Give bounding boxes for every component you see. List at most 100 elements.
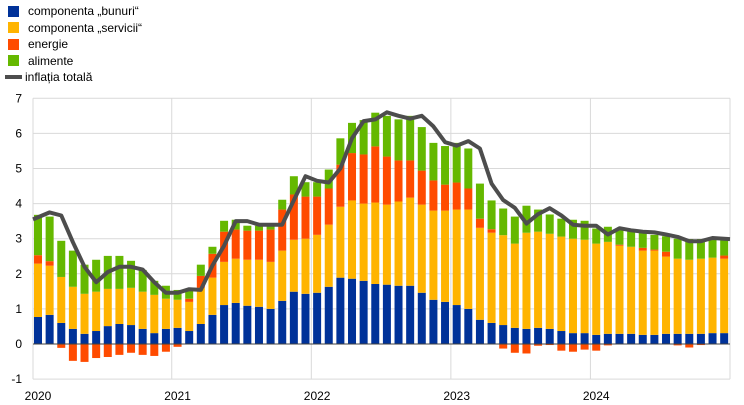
bar-segment	[336, 164, 345, 207]
bar-segment	[696, 344, 705, 346]
bar-segment	[68, 344, 77, 361]
bar-segment	[359, 203, 368, 281]
bar-segment	[487, 200, 496, 230]
legend-item: componenta „servicii“	[8, 20, 142, 37]
legend-color-swatch	[8, 22, 19, 34]
bar-segment	[522, 328, 531, 344]
bar-segment	[522, 344, 531, 354]
bar-segment	[417, 204, 426, 293]
bar-segment	[487, 322, 496, 344]
bar-segment	[720, 258, 729, 334]
bar-segment	[92, 291, 101, 332]
bar-segment	[475, 227, 484, 320]
bar-segment	[650, 334, 659, 344]
bar-segment	[650, 250, 659, 335]
bar-segment	[80, 293, 89, 334]
bar-segment	[673, 333, 682, 344]
bar-segment	[394, 201, 403, 286]
bar-segment	[57, 276, 66, 323]
bar-segment	[417, 127, 426, 171]
bar-segment	[92, 344, 101, 359]
bar-segment	[266, 308, 275, 344]
bar-segment	[208, 314, 217, 344]
bar-segment	[324, 188, 333, 225]
bar-segment	[127, 260, 136, 288]
bar-segment	[673, 344, 682, 346]
bar-segment	[208, 277, 217, 315]
bar-segment	[313, 182, 322, 197]
bar-segment	[627, 246, 636, 334]
bar-segment	[510, 243, 519, 328]
bar-segment	[45, 265, 54, 315]
bar-segment	[685, 239, 694, 260]
bar-segment	[68, 250, 77, 287]
bar-segment	[545, 214, 554, 234]
bar-segment	[557, 331, 566, 344]
bar-segment	[324, 286, 333, 344]
bar-segment	[534, 231, 543, 328]
bar-segment	[173, 289, 182, 300]
bar-segment	[429, 142, 438, 181]
y-tick-label: 4	[15, 197, 22, 211]
bar-segment	[57, 344, 66, 348]
bar-segment	[592, 344, 601, 351]
bar-segment	[382, 284, 391, 344]
bar-segment	[441, 184, 450, 211]
bar-segment	[464, 308, 473, 344]
bar-segment	[429, 210, 438, 300]
bar-segment	[580, 239, 589, 334]
bar-segment	[522, 205, 531, 233]
bar-segment	[499, 235, 508, 326]
bar-segment	[662, 333, 671, 344]
bar-segment	[336, 206, 345, 278]
bar-segment	[627, 230, 636, 247]
legend-line-swatch	[5, 75, 22, 80]
bar-segment	[243, 305, 252, 344]
bar-segment	[313, 292, 322, 344]
bar-segment	[278, 250, 287, 301]
bar-segment	[708, 239, 717, 258]
bar-segment	[196, 323, 205, 344]
bar-segment	[406, 197, 415, 286]
bar-segment	[568, 333, 577, 344]
bar-segment	[406, 160, 415, 198]
bar-segment	[603, 241, 612, 334]
bar-segment	[441, 210, 450, 302]
bar-segment	[429, 299, 438, 344]
bar-segment	[127, 325, 136, 344]
bar-segment	[580, 220, 589, 240]
bar-segment	[720, 255, 729, 259]
bar-segment	[371, 146, 380, 203]
bar-segment	[603, 333, 612, 344]
bar-segment	[673, 238, 682, 259]
bar-segment	[301, 196, 310, 239]
bar-segment	[557, 218, 566, 237]
bar-segment	[243, 230, 252, 260]
legend-color-swatch	[8, 38, 19, 50]
bar-segment	[34, 214, 42, 256]
bar-segment	[464, 209, 473, 309]
bar-segment	[650, 249, 659, 251]
bar-segment	[662, 251, 671, 257]
bar-segment	[150, 294, 159, 334]
bar-segment	[720, 239, 729, 256]
bar-segment	[80, 333, 89, 344]
bar-segment	[615, 229, 624, 245]
bar-segment	[266, 229, 275, 262]
bar-segment	[313, 196, 322, 235]
bar-segment	[336, 277, 345, 344]
bar-segment	[348, 278, 357, 344]
bar-segment	[34, 255, 42, 264]
bar-segment	[615, 333, 624, 344]
bar-segment	[592, 243, 601, 335]
legend-label: componenta „servicii“	[28, 20, 143, 35]
bar-segment	[80, 264, 89, 294]
bar-segment	[685, 333, 694, 344]
bar-segment	[545, 328, 554, 344]
bar-segment	[68, 286, 77, 329]
bar-segment	[220, 261, 229, 306]
bar-segment	[289, 291, 298, 344]
bar-segment	[510, 327, 519, 344]
bar-segment	[359, 280, 368, 344]
